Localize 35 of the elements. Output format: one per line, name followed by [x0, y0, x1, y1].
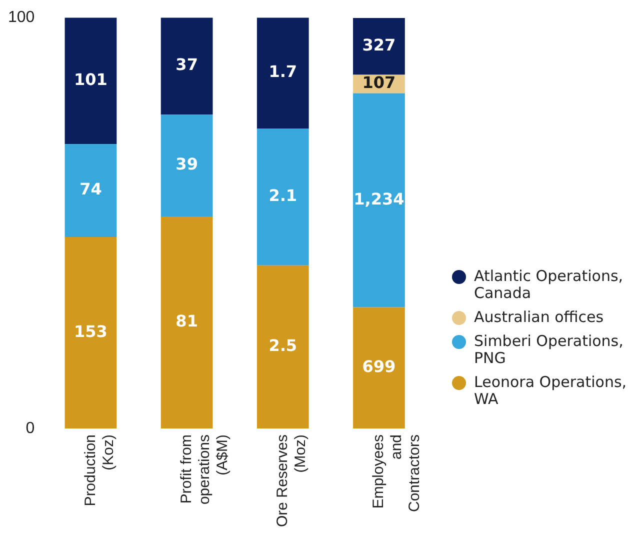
bar: [256, 265, 309, 428]
legend-label: Australian offices: [474, 308, 604, 326]
legend-label: Leonora Operations, WA: [474, 373, 628, 408]
bar: [353, 18, 405, 75]
annotation: 699: [362, 357, 396, 376]
legend-label: Simberi Operations, PNG: [474, 332, 624, 367]
annotation: 1.7: [268, 62, 298, 82]
bar: [64, 144, 117, 238]
x-tick-label: Ore Reserves (Moz): [274, 434, 310, 528]
annotation: 101: [74, 70, 108, 90]
annotation: 327: [362, 36, 396, 55]
bar: [353, 93, 405, 308]
annotation: 1,234: [354, 189, 404, 208]
bar: [64, 237, 117, 428]
y-tick-label: 100: [8, 9, 35, 26]
bar: [160, 114, 213, 216]
annotation: 81: [176, 312, 198, 331]
y-tick-label: 0: [26, 420, 35, 437]
bar: [256, 18, 309, 129]
legend-label: Atlantic Operations, Canada: [474, 267, 624, 302]
annotation: 2.1: [268, 186, 298, 206]
bar: [160, 18, 213, 115]
annotation: 2.5: [268, 336, 298, 356]
annotation: 39: [176, 154, 198, 174]
annotation: 107: [362, 73, 396, 92]
bar: [353, 307, 405, 428]
annotation: 74: [80, 180, 102, 199]
x-tick-label: Employees and Contractors: [370, 434, 424, 512]
bar: [256, 128, 309, 266]
bar: [160, 216, 213, 428]
x-tick-label: Production (Koz): [82, 434, 117, 506]
annotation: 153: [74, 322, 108, 341]
annotation: 37: [176, 55, 198, 74]
x-tick-label: Profit from operations (A$M): [178, 434, 231, 505]
bar: [64, 18, 117, 144]
